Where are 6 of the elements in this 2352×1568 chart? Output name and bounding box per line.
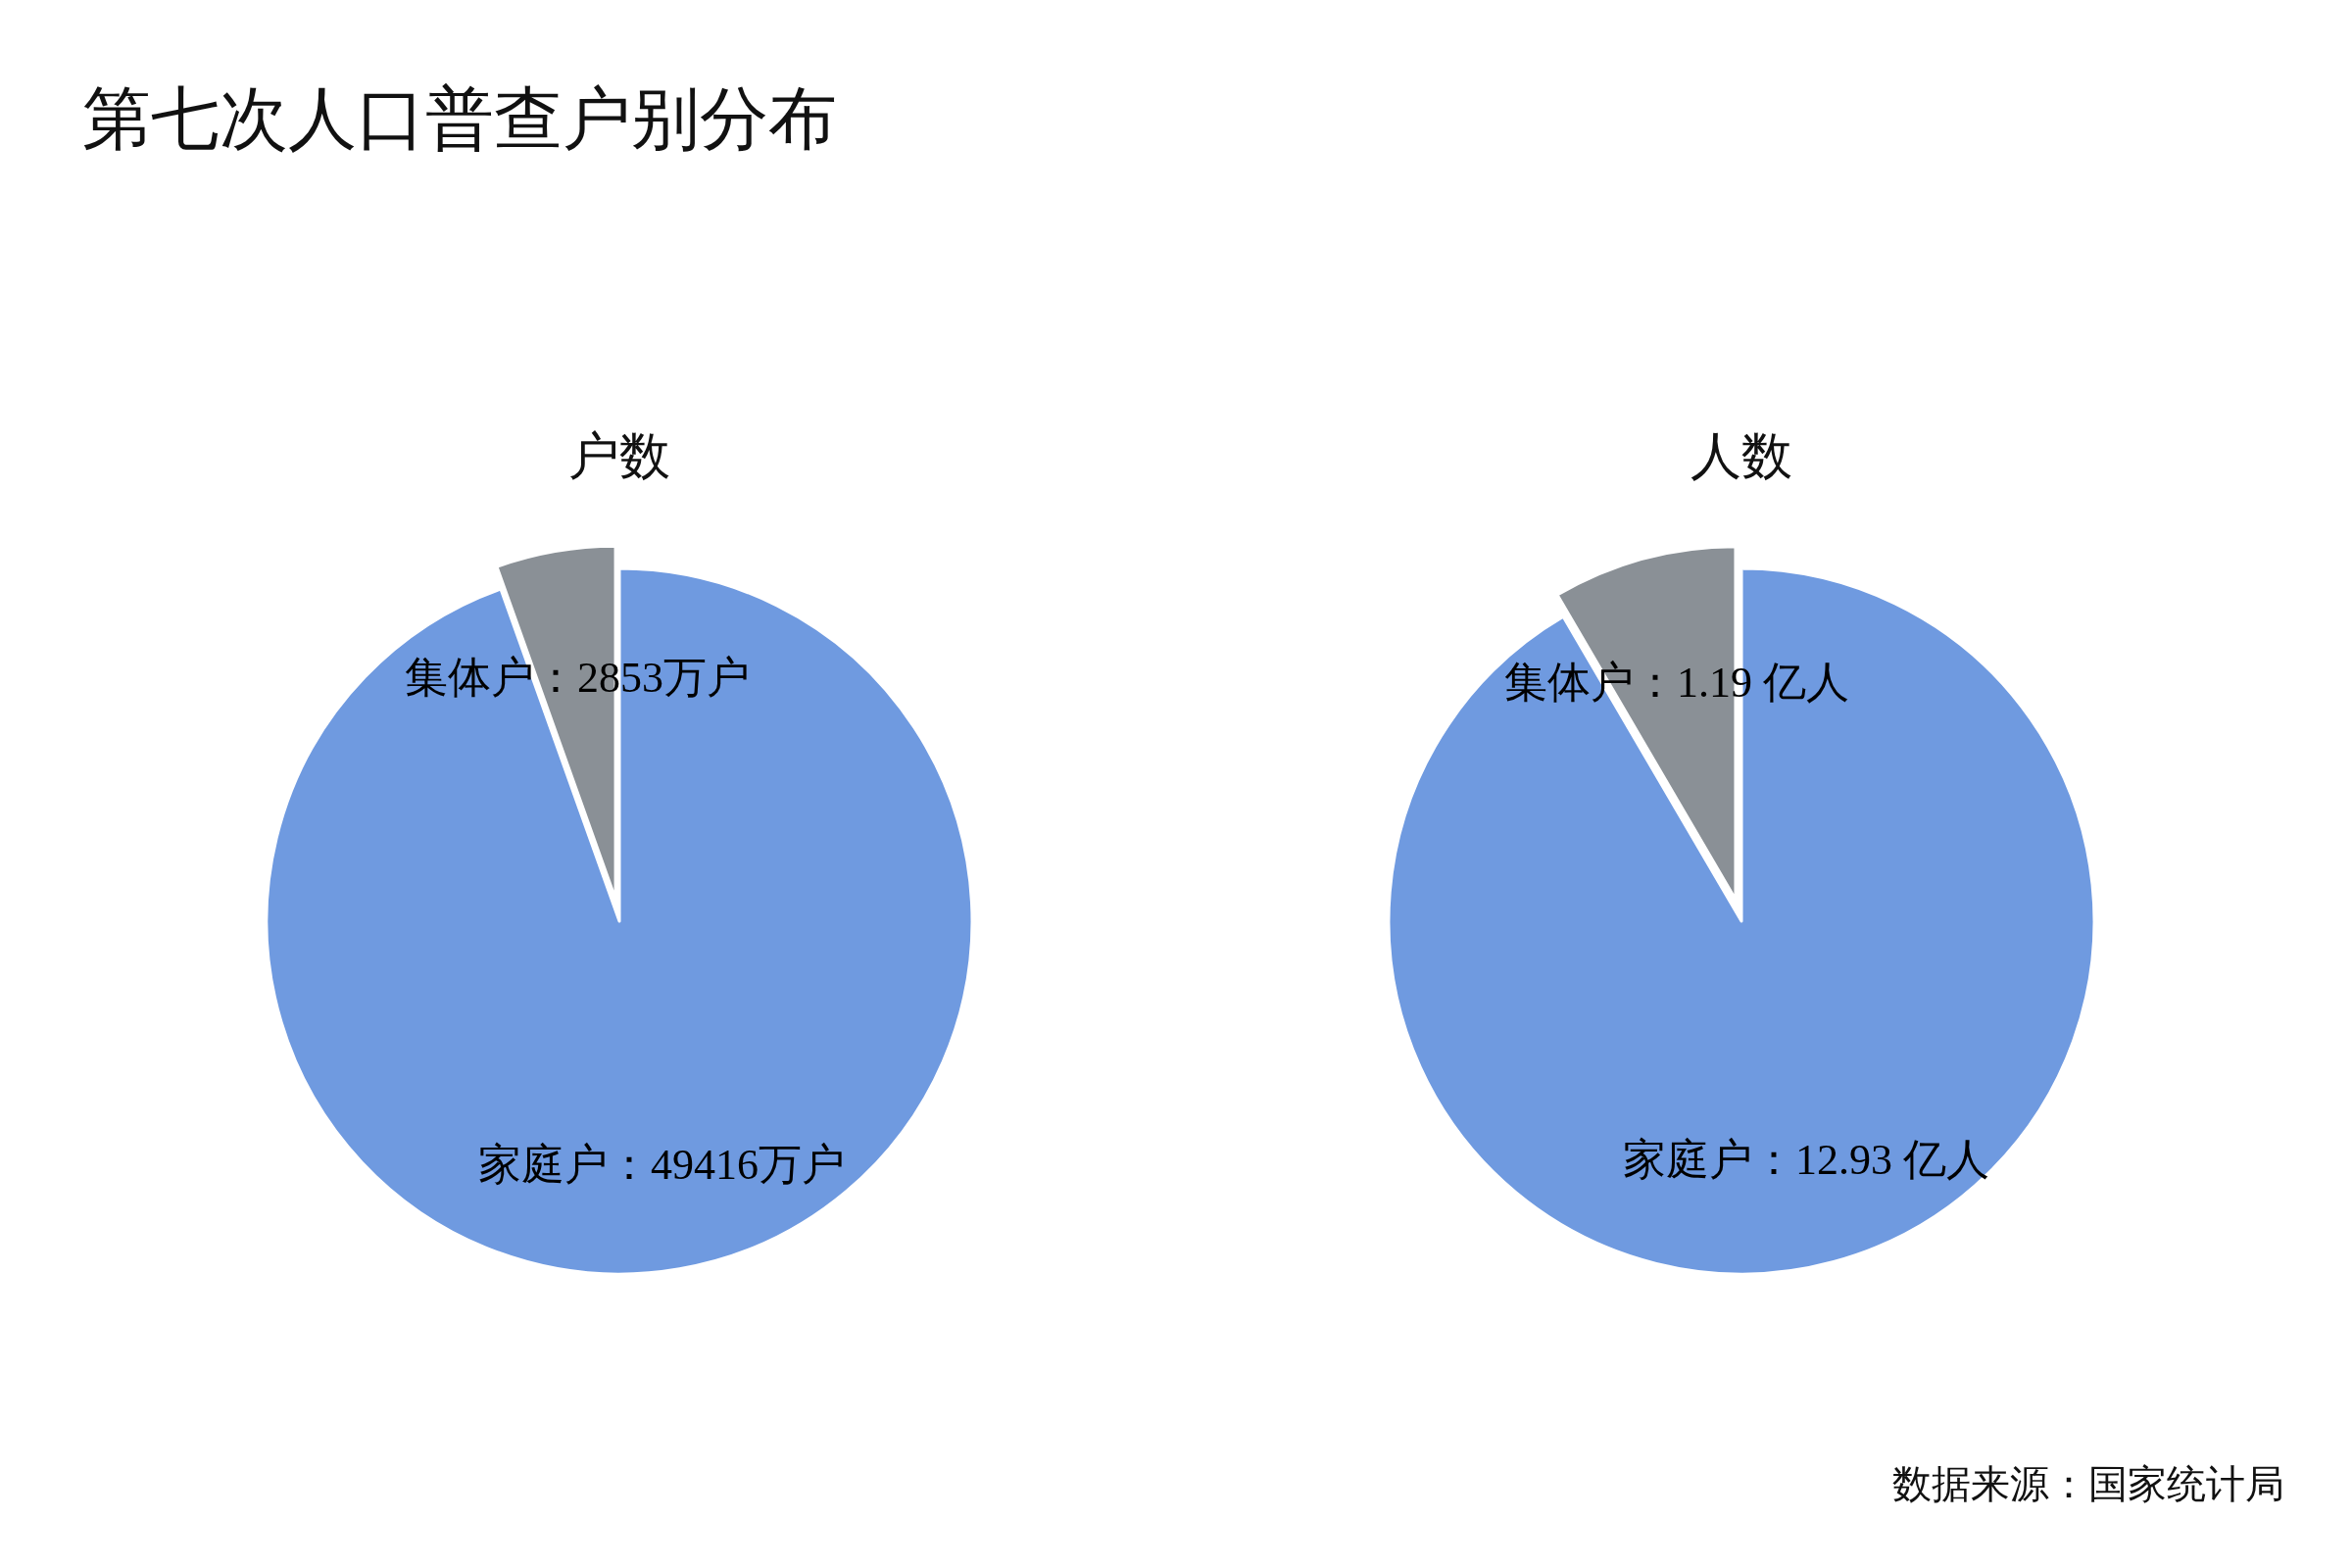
chart-title: 户数 — [568, 428, 670, 484]
source-note: 数据来源：国家统计局 — [1892, 1462, 2284, 1506]
chart-title: 人数 — [1690, 428, 1792, 484]
text: 第七次人口普查户别分布 — [82, 81, 837, 157]
slice-label: 家庭户：12.93 亿人 — [1622, 1135, 1989, 1184]
slice-label: 家庭户：49416万户 — [478, 1140, 845, 1189]
